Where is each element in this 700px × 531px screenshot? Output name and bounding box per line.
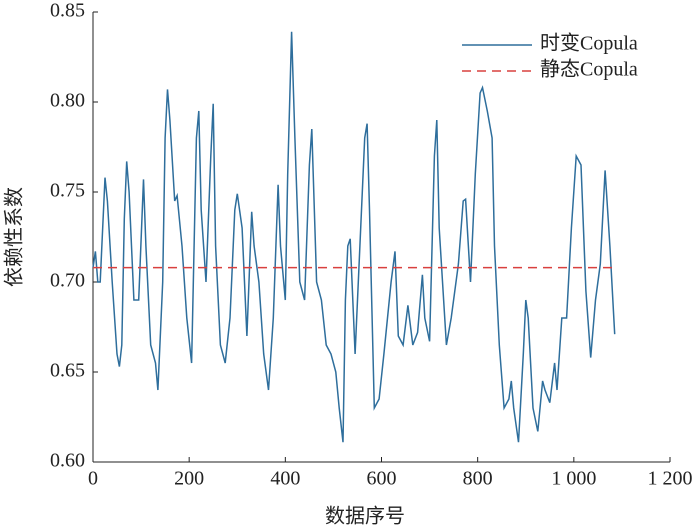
legend-label: 时变Copula: [540, 32, 638, 55]
y-axis-label: 依赖性系数: [3, 187, 26, 287]
x-tick-label: 600: [367, 468, 397, 490]
series-line: [92, 31, 616, 443]
x-tick-label: 800: [463, 468, 493, 490]
y-tick-label: 0.70: [50, 270, 85, 292]
x-axis-label: 数据序号: [325, 505, 405, 528]
y-tick-label: 0.60: [50, 450, 85, 472]
y-tick-label: 0.85: [50, 0, 85, 22]
y-tick-label: 0.75: [50, 180, 85, 202]
x-tick-label: 1 000: [551, 468, 596, 490]
y-tick-label: 0.80: [50, 90, 85, 112]
x-tick-label: 200: [174, 468, 204, 490]
x-tick-label: 400: [270, 468, 300, 490]
x-tick-label: 1 200: [648, 468, 693, 490]
x-tick-label: 0: [88, 468, 98, 490]
y-tick-label: 0.65: [50, 360, 85, 382]
legend-label: 静态Copula: [540, 58, 638, 81]
